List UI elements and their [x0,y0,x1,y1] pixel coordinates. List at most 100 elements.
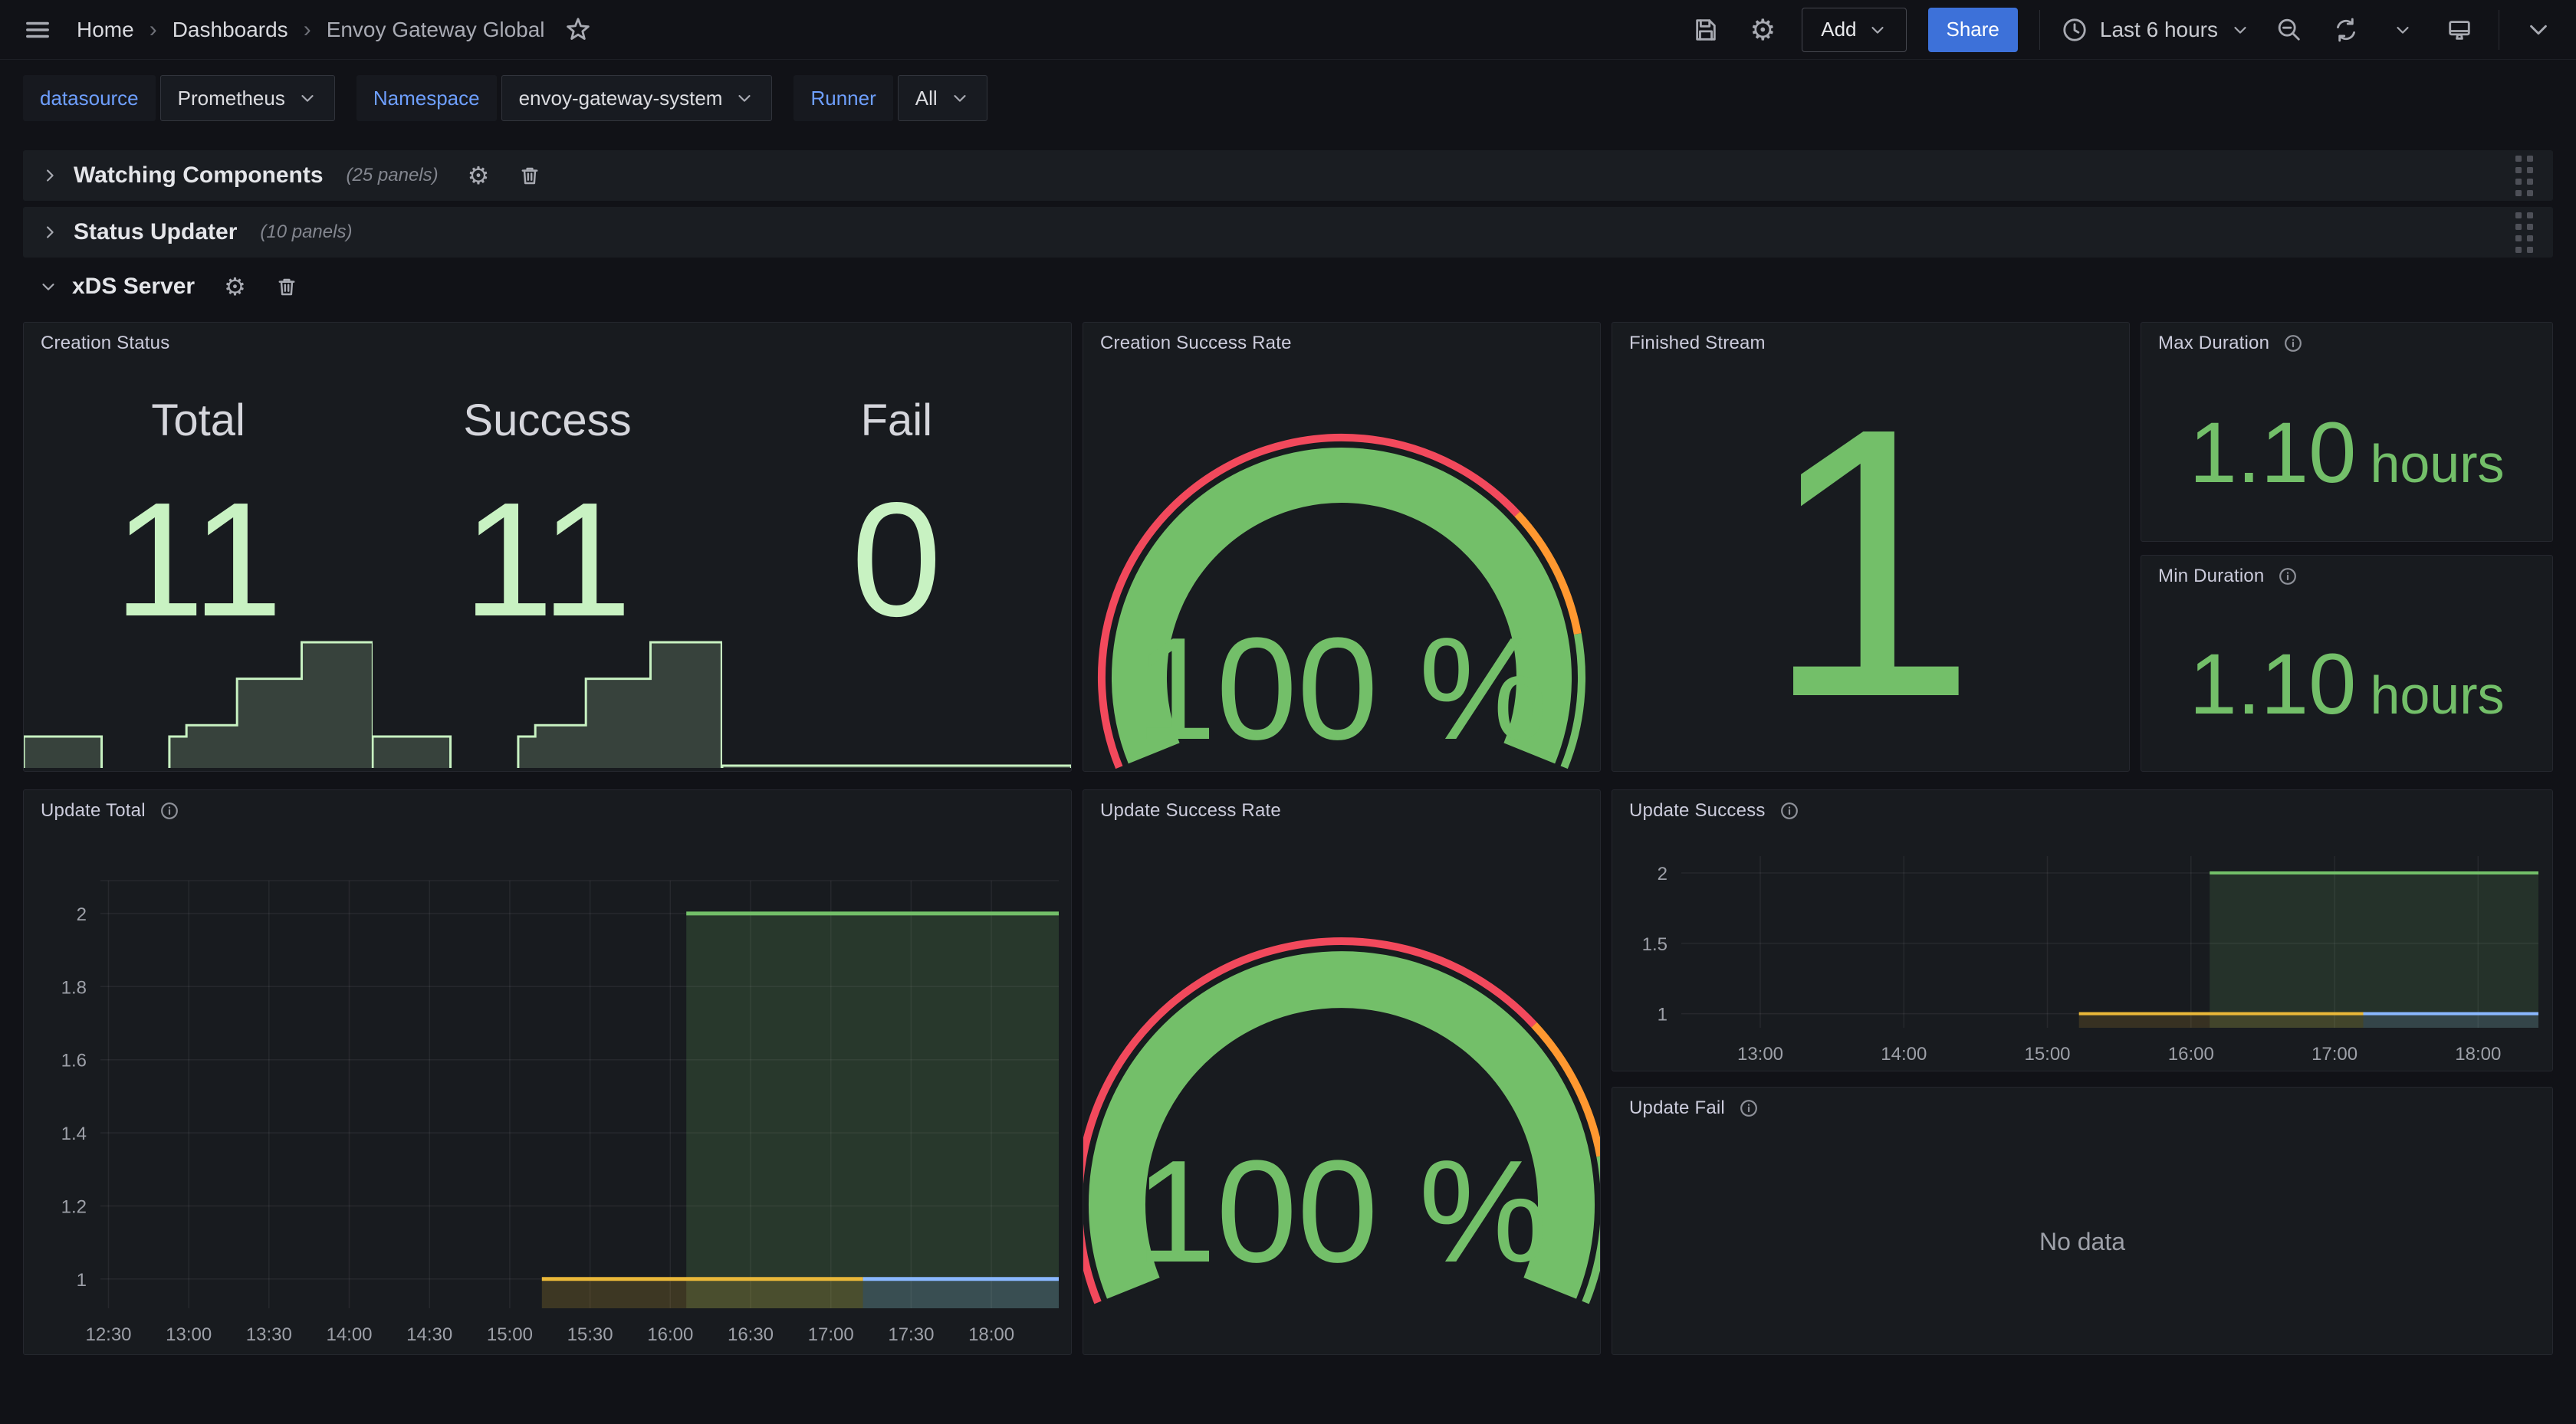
stat-value: 1 [1763,348,1978,776]
panel-update-success-rate: Update Success Rate 100 % [1083,789,1601,1355]
breadcrumb-home[interactable]: Home [77,17,134,41]
clock-icon [2063,18,2086,41]
row-delete-button[interactable] [518,164,541,187]
gauge-update-success-rate: 100 % [1083,937,1600,1304]
collapse-toolbar-button[interactable] [2521,12,2556,48]
variable-value-namespace[interactable]: envoy-gateway-system [501,75,773,121]
svg-text:1: 1 [1658,1005,1668,1025]
row-xds-server[interactable]: xDS Server ⚙ [23,264,298,310]
variable-value-text: All [915,86,938,110]
svg-text:15:00: 15:00 [2024,1044,2070,1065]
svg-text:1.6: 1.6 [61,1051,87,1071]
toolbar-divider [2039,9,2040,50]
panel-title[interactable]: Update Total [41,800,146,821]
panel-title[interactable]: Max Duration [2158,333,2270,353]
svg-text:1.2: 1.2 [61,1197,87,1218]
stat-value: 11 [113,468,283,650]
timeseries-update-total[interactable]: 12:30 13:00 13:30 14:00 14:30 15:00 15:30 16:00… [24,790,1071,1354]
variable-value-runner[interactable]: All [897,75,987,121]
svg-text:13:00: 13:00 [1737,1044,1783,1065]
share-button-label: Share [1946,18,1999,41]
trash-icon [278,278,295,296]
svg-text:14:00: 14:00 [326,1324,372,1345]
save-dashboard-button[interactable] [1688,12,1723,48]
sparkline-fail [721,764,1071,768]
info-icon[interactable] [1779,801,1799,821]
row-drag-handle[interactable] [2515,155,2533,196]
row-title: Status Updater [74,219,238,244]
chevron-right-icon [47,226,54,238]
time-range-picker[interactable]: Last 6 hours [2062,17,2250,43]
timeseries-update-success[interactable]: 13:00 14:00 15:00 16:00 17:00 18:00 1 1.5 2 [1612,790,2552,1071]
refresh-interval-dropdown[interactable] [2385,12,2420,48]
breadcrumb-dashboards[interactable]: Dashboards [172,17,288,41]
stat-value: 1.10 [2189,636,2357,732]
panel-title[interactable]: Finished Stream [1629,333,1766,353]
breadcrumb-current-page: Envoy Gateway Global [326,17,545,41]
row-settings-button[interactable]: ⚙ [224,274,246,299]
zoom-out-icon [2278,18,2300,41]
stat-unit: hours [2370,665,2505,725]
panel-update-fail: Update Fail No data [1612,1087,2553,1355]
row-drag-handle[interactable] [2515,212,2533,253]
gear-icon: ⚙ [467,161,490,190]
svg-text:18:00: 18:00 [968,1324,1014,1345]
add-button[interactable]: Add [1802,7,1907,52]
panel-title[interactable]: Min Duration [2158,566,2265,586]
stat-label: Total [151,395,245,445]
chevron-down-icon [42,284,54,290]
stat-total: Total 11 [24,353,373,771]
panel-title[interactable]: Update Success Rate [1100,800,1281,821]
row-settings-button[interactable]: ⚙ [468,163,490,188]
share-button[interactable]: Share [1927,7,2018,52]
favorite-star-button[interactable] [560,12,596,48]
panel-update-success: Update Success 13:00 14:00 15:00 16:00 17:00… [1612,789,2553,1071]
gear-icon: ⚙ [1750,12,1776,47]
chevron-down-icon [954,95,966,102]
info-icon[interactable] [1739,1098,1759,1118]
stat-value: 0 [851,468,942,650]
panel-creation-success-rate: Creation Success Rate 100 % [1083,322,1601,772]
svg-text:14:00: 14:00 [1881,1044,1927,1065]
stat-unit: hours [2370,434,2505,494]
row-watching-components[interactable]: Watching Components (25 panels) ⚙ [23,150,2553,201]
svg-text:1.5: 1.5 [1642,934,1668,955]
menu-button[interactable] [20,12,55,48]
dashboard-settings-button[interactable]: ⚙ [1745,12,1780,48]
svg-text:1.4: 1.4 [61,1124,87,1144]
panel-finished-stream: Finished Stream 1 [1612,322,2130,776]
no-data-message: No data [2039,1227,2126,1255]
info-icon[interactable] [2283,333,2303,353]
chevron-down-icon [2530,25,2547,34]
panel-title[interactable]: Update Success [1629,800,1766,821]
variable-label-datasource[interactable]: datasource [23,75,156,121]
svg-text:17:00: 17:00 [808,1324,854,1345]
panel-title[interactable]: Creation Success Rate [1100,333,1292,353]
panel-title[interactable]: Update Fail [1629,1098,1725,1118]
hamburger-icon [26,21,49,38]
stat-value: 1.10 [2189,405,2357,500]
refresh-button[interactable] [2328,12,2364,48]
variable-label-runner[interactable]: Runner [794,75,893,121]
variable-value-datasource[interactable]: Prometheus [159,75,335,121]
svg-text:100 %: 100 % [1135,608,1549,770]
row-status-updater[interactable]: Status Updater (10 panels) [23,207,2553,258]
variable-label-namespace[interactable]: Namespace [356,75,497,121]
kiosk-mode-button[interactable] [2442,12,2477,48]
info-icon[interactable] [159,801,179,821]
variable-datasource: datasource Prometheus [23,75,335,121]
zoom-out-time-button[interactable] [2272,12,2307,48]
chevron-down-icon [738,95,751,102]
svg-text:14:30: 14:30 [406,1324,452,1345]
stat-label: Success [463,395,632,445]
sparkline-success [373,641,722,768]
row-title: xDS Server [72,274,196,299]
row-delete-button[interactable] [275,275,298,298]
info-icon[interactable] [2278,566,2298,586]
panel-max-duration: Max Duration 1.10 hours [2141,322,2553,542]
panel-min-duration: Min Duration 1.10 hours [2141,555,2553,772]
top-nav-bar: Home › Dashboards › Envoy Gateway Global… [0,0,2576,60]
monitor-icon [2449,20,2470,40]
svg-text:16:30: 16:30 [728,1324,774,1345]
panel-title[interactable]: Creation Status [41,333,170,353]
